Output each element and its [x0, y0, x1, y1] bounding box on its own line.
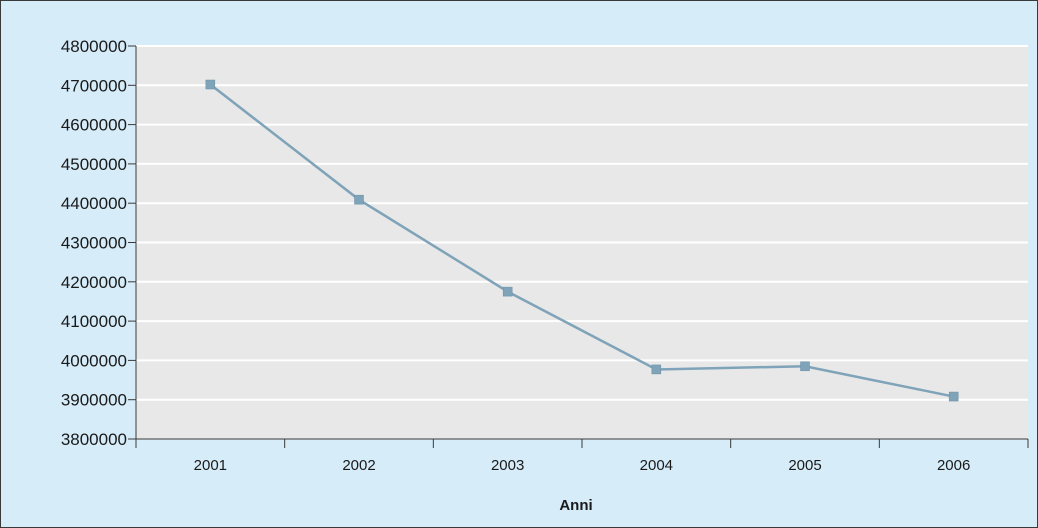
- data-point: [800, 361, 810, 372]
- y-tick-label: 3900000: [61, 391, 127, 410]
- y-tick-label: 4000000: [61, 351, 127, 370]
- x-tick-label: 2006: [937, 457, 970, 474]
- y-tick-label: 4300000: [61, 234, 127, 253]
- y-tick-label: 4100000: [61, 312, 127, 331]
- y-tick-label: 4500000: [61, 155, 127, 174]
- y-tick-label: 4600000: [61, 116, 127, 135]
- series-line: [209, 83, 954, 398]
- x-tick-label: 2004: [640, 457, 673, 474]
- y-tick-label: 4800000: [61, 37, 127, 56]
- series-layer: [205, 79, 959, 402]
- x-axis-ticks: 2001 2002 2003 2004 2005 2006: [194, 457, 971, 474]
- y-tick-label: 4700000: [61, 76, 127, 95]
- x-tick-label: 2001: [194, 457, 227, 474]
- x-tick-label: 2002: [342, 457, 375, 474]
- data-point: [948, 391, 959, 402]
- y-axis-ticks: 3800000 3900000 4000000 4100000 4200000 43000…: [61, 37, 127, 449]
- gridlines: [136, 45, 1028, 401]
- axes: [128, 45, 1029, 448]
- data-point: [502, 286, 513, 297]
- x-tick-label: 2005: [788, 457, 821, 474]
- data-point: [205, 79, 216, 90]
- x-tick-label: 2003: [491, 457, 524, 474]
- data-point: [651, 364, 662, 375]
- y-tick-label: 4200000: [61, 273, 127, 292]
- data-point: [354, 194, 364, 205]
- y-tick-label: 3800000: [61, 430, 127, 449]
- y-tick-label: 4400000: [61, 194, 127, 213]
- x-axis-label: Anni: [559, 497, 592, 514]
